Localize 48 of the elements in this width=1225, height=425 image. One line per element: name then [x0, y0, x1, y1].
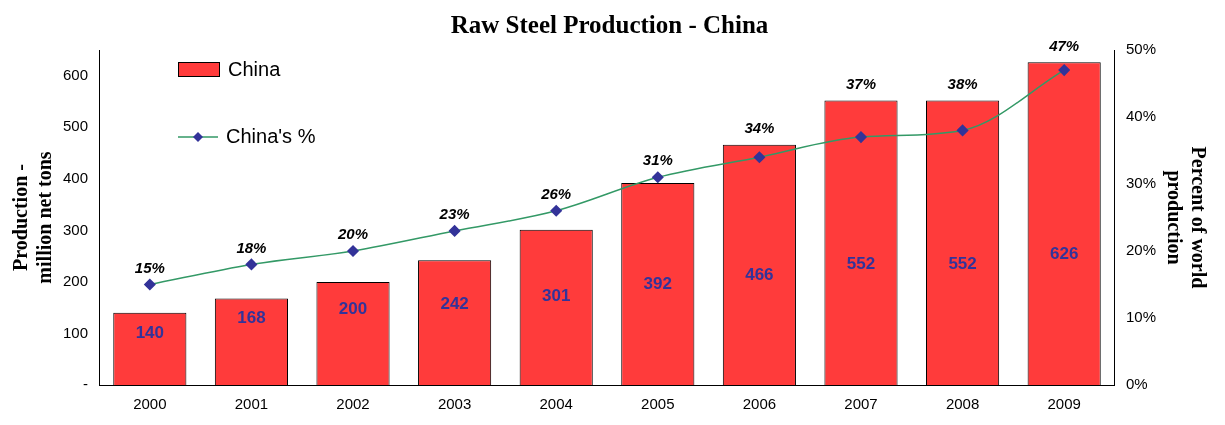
y-tick-label: 600: [63, 65, 89, 83]
legend-label: China: [228, 58, 281, 81]
data-label: 552: [948, 253, 977, 273]
legend-label: China's %: [226, 125, 316, 148]
data-label: 38%: [947, 74, 978, 92]
y-tick-label: 200: [63, 272, 89, 290]
data-label: 18%: [236, 238, 267, 256]
x-tick-label: 2008: [945, 395, 980, 413]
data-label: 168: [237, 308, 266, 328]
data-label: 47%: [1048, 36, 1080, 54]
y-tick-label: 100: [63, 323, 89, 341]
y2-tick-label: 40%: [1125, 107, 1157, 125]
y-tick-label: 300: [63, 220, 89, 238]
x-tick-label: 2005: [641, 395, 675, 413]
data-label: 31%: [642, 151, 673, 169]
x-tick-label: 2009: [1047, 395, 1081, 413]
y2-axis-title: Percent of world production: [1162, 146, 1210, 289]
data-label: 140: [135, 322, 165, 342]
x-tick-label: 2007: [844, 395, 878, 413]
y2-tick-label: 0%: [1125, 375, 1148, 393]
x-tick-label: 2000: [133, 395, 167, 413]
x-tick-label: 2001: [234, 395, 269, 413]
y-axis-title: Production - million net tons: [9, 151, 56, 284]
data-label: 37%: [845, 74, 877, 92]
x-tick-label: 2006: [742, 395, 777, 413]
x-tick-label: 2004: [539, 395, 573, 413]
data-label: 392: [643, 274, 672, 294]
y-tick-label: -: [83, 375, 89, 393]
chart-title: Raw Steel Production - China: [450, 11, 769, 39]
data-label: 200: [338, 298, 368, 318]
data-label: 626: [1049, 244, 1079, 264]
x-tick-label: 2003: [437, 395, 472, 413]
y2-tick-label: 10%: [1125, 308, 1157, 326]
data-label: 23%: [438, 205, 470, 223]
data-label: 466: [745, 264, 774, 284]
data-label: 20%: [337, 225, 369, 243]
data-label: 301: [542, 285, 571, 305]
data-label: 26%: [540, 184, 572, 202]
data-label: 552: [846, 253, 876, 273]
data-label: 242: [440, 293, 469, 313]
data-label: 15%: [134, 258, 165, 276]
data-label: 34%: [744, 118, 775, 136]
y2-tick-label: 50%: [1125, 40, 1157, 58]
x-tick-label: 2002: [336, 395, 370, 413]
y2-tick-label: 30%: [1125, 174, 1157, 192]
y-tick-label: 400: [63, 168, 89, 186]
y-tick-label: 500: [63, 117, 89, 135]
y2-tick-label: 20%: [1125, 241, 1157, 259]
